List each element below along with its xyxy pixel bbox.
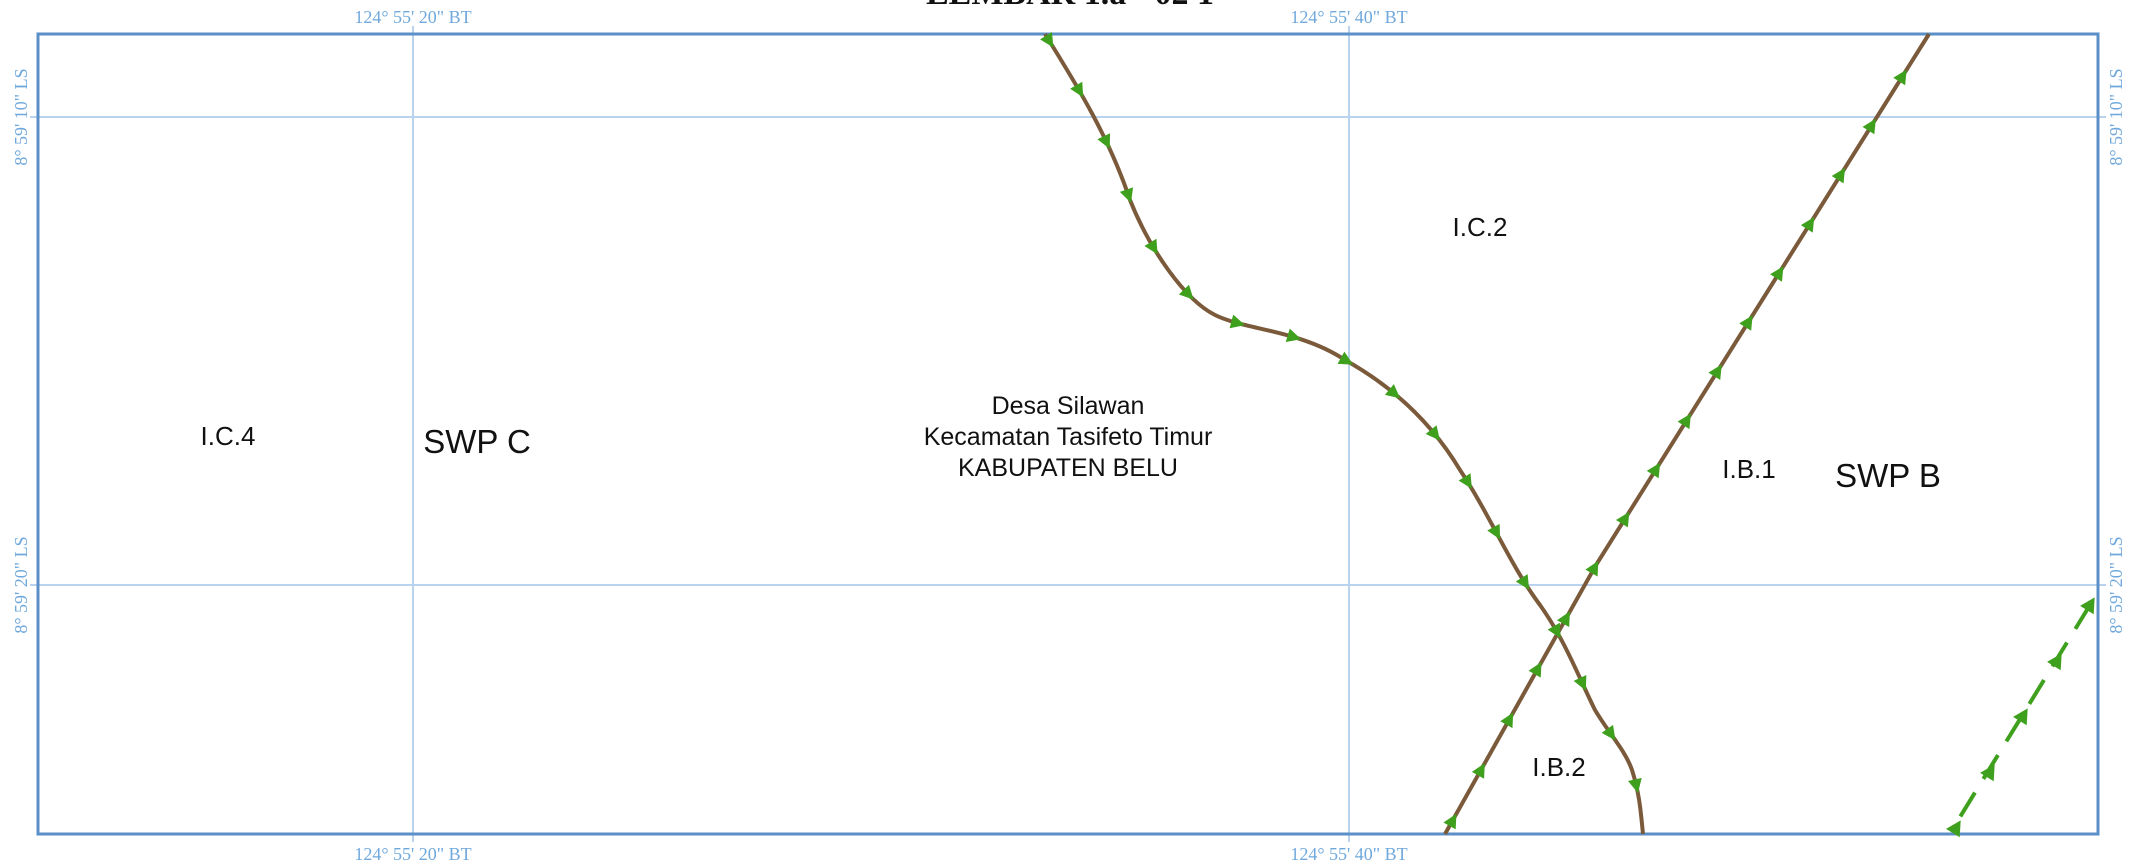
coord-label-left-2: 8° 59' 20" LS xyxy=(11,536,31,633)
boundary-arrow-marker xyxy=(1547,622,1561,639)
coord-label-top-1: 124° 55' 20" BT xyxy=(354,7,471,27)
boundary-line-straight xyxy=(1443,32,1931,835)
regency-name: KABUPATEN BELU xyxy=(958,454,1178,482)
boundary-arrow-marker xyxy=(1585,560,1599,577)
map-frame xyxy=(36,32,2100,836)
boundary-arrow-marker xyxy=(1800,217,1815,233)
coord-label-top-2: 124° 55' 40" BT xyxy=(1290,7,1407,27)
zone-label-ib1: I.B.1 xyxy=(1722,454,1775,484)
admin-area-label: Desa Silawan Kecamatan Tasifeto Timur KA… xyxy=(924,392,1213,482)
sheet-title: LEMBAR 1.a - 02 1 xyxy=(926,0,1214,12)
swp-label-b: SWP B xyxy=(1835,457,1941,494)
boundary-arrow-marker xyxy=(1443,813,1457,830)
boundary-arrow-marker xyxy=(1893,69,1907,86)
boundary-arrow-marker xyxy=(1831,167,1846,184)
coord-label-right-1: 8° 59' 10" LS xyxy=(2106,68,2126,165)
boundary-arrow-marker xyxy=(1615,511,1630,528)
boundary-arrow-marker xyxy=(1178,284,1194,300)
boundary-arrow-marker xyxy=(1862,118,1876,135)
district-name: Kecamatan Tasifeto Timur xyxy=(924,423,1213,451)
boundary-arrow-marker xyxy=(1601,724,1616,741)
dashed-line-arrow-marker xyxy=(1946,820,1961,838)
boundary-arrow-marker xyxy=(1556,611,1570,628)
boundary-arrow-marker xyxy=(1119,187,1134,203)
boundary-arrow-marker xyxy=(1487,523,1501,540)
dashed-line-arrow-marker xyxy=(1980,764,1995,782)
coord-label-bottom-1: 124° 55' 20" BT xyxy=(354,844,471,864)
zone-label-ic2: I.C.2 xyxy=(1453,212,1508,242)
boundary-arrow-marker xyxy=(1458,473,1472,489)
coordinate-grid xyxy=(30,26,2106,842)
coord-label-bottom-2: 124° 55' 40" BT xyxy=(1290,844,1407,864)
boundary-arrow-marker xyxy=(1708,364,1722,381)
dashed-line-arrow-marker xyxy=(2080,597,2095,615)
dashed-line-arrow-marker xyxy=(2013,708,2028,726)
dashed-line-arrow-marker xyxy=(2047,653,2062,671)
boundary-arrow-marker xyxy=(1425,425,1440,441)
boundary-arrow-marker xyxy=(1528,662,1542,678)
boundary-arrow-marker xyxy=(1677,413,1691,430)
boundary-arrow-marker xyxy=(1097,133,1111,149)
boundary-arrow-marker xyxy=(1739,315,1753,331)
boundary-arrow-marker xyxy=(1770,266,1784,282)
boundary-arrow-marker xyxy=(1229,314,1245,329)
boundary-arrow-markers xyxy=(1040,32,2095,838)
zone-label-ib2: I.B.2 xyxy=(1532,752,1585,782)
boundary-arrow-marker xyxy=(1646,462,1661,479)
boundary-arrow-marker xyxy=(1285,328,1302,342)
boundary-arrow-marker xyxy=(1515,574,1530,590)
boundary-arrow-marker xyxy=(1070,81,1084,98)
boundary-arrow-marker xyxy=(1628,777,1642,794)
zone-label-ic4: I.C.4 xyxy=(201,421,256,451)
village-name: Desa Silawan xyxy=(992,392,1145,420)
boundary-arrow-marker xyxy=(1500,712,1514,729)
boundary-arrow-marker xyxy=(1384,384,1401,399)
boundary-arrow-marker xyxy=(1040,32,1054,48)
coord-label-right-2: 8° 59' 20" LS xyxy=(2106,536,2126,633)
boundary-arrow-marker xyxy=(1471,763,1485,779)
swp-label-c: SWP C xyxy=(423,423,531,460)
boundary-arrow-marker xyxy=(1337,351,1354,365)
boundary-arrow-marker xyxy=(1144,238,1158,255)
boundary-arrow-marker xyxy=(1573,675,1587,691)
coord-label-left-1: 8° 59' 10" LS xyxy=(11,68,31,165)
